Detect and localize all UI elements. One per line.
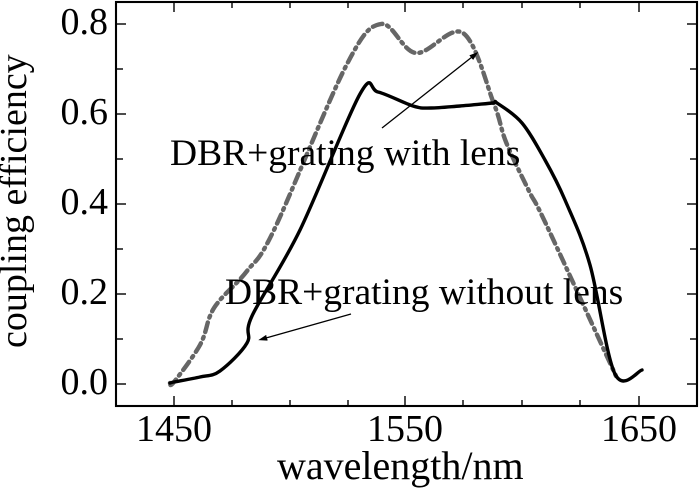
svg-text:0.4: 0.4 (61, 181, 109, 223)
svg-text:DBR+grating with lens: DBR+grating with lens (170, 133, 520, 174)
svg-text:1650: 1650 (601, 408, 677, 450)
svg-text:0.0: 0.0 (61, 361, 109, 403)
svg-text:0.6: 0.6 (61, 91, 109, 133)
svg-text:coupling efficiency: coupling efficiency (0, 54, 35, 348)
svg-text:DBR+grating without lens: DBR+grating without lens (225, 272, 623, 313)
svg-text:1450: 1450 (136, 408, 212, 450)
svg-text:wavelength/nm: wavelength/nm (277, 443, 524, 488)
svg-text:0.2: 0.2 (61, 271, 109, 313)
svg-text:0.8: 0.8 (61, 1, 109, 43)
